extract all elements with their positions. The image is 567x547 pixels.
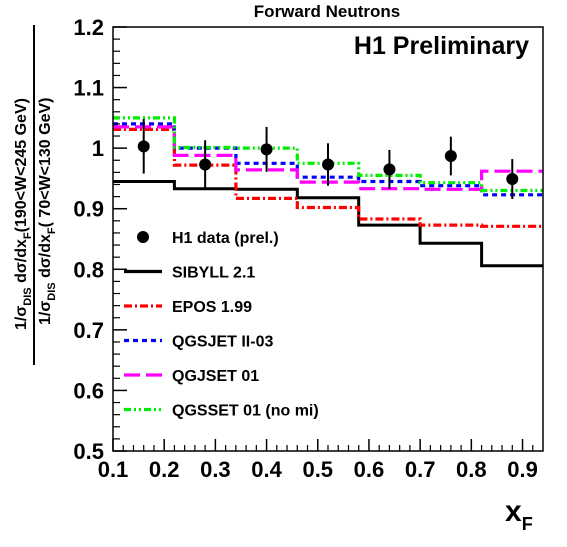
data-point <box>199 158 212 171</box>
y-axis-label: 1/σDIS dσ/dxF(190<W<245 GeV) 1/σDIS dσ/d… <box>13 25 58 365</box>
y-label-num-mid: dσ/dx <box>13 239 30 287</box>
y-tick-label: 0.9 <box>73 197 104 222</box>
legend-label-data: H1 data (prel.) <box>172 230 279 247</box>
svg-text:xF: xF <box>505 495 533 534</box>
x-tick-label: 0.7 <box>405 457 436 482</box>
x-tick-label: 0.9 <box>507 457 538 482</box>
y-tick-label: 0.5 <box>73 439 104 464</box>
data-point <box>444 150 457 163</box>
y-label-den-prefix: 1/σ <box>37 301 54 325</box>
data-point <box>322 158 334 171</box>
y-label-den-mid-sub: F <box>46 227 58 234</box>
data-point <box>383 163 396 176</box>
legend-label-3: QGJSET 01 <box>172 368 259 385</box>
data-point <box>260 143 273 156</box>
data-point <box>137 140 150 153</box>
plot-area <box>113 116 543 268</box>
x-axis-label-main: x <box>505 495 522 528</box>
y-label-den-mid: dσ/dx <box>37 234 54 282</box>
y-tick-label: 1.2 <box>73 15 104 40</box>
y-tick-label: 0.8 <box>73 257 104 282</box>
data-point <box>506 173 519 186</box>
chart-annotation: H1 Preliminary <box>354 32 529 60</box>
model-series-1 <box>113 127 543 228</box>
y-tick-label: 0.6 <box>73 378 104 403</box>
x-tick-label: 0.6 <box>354 457 385 482</box>
x-axis-label: xF <box>505 495 533 534</box>
y-label-num-mid-sub: F <box>22 232 34 239</box>
legend-label-2: QGSJET II-03 <box>172 334 273 351</box>
x-tick-label: 0.3 <box>200 457 231 482</box>
y-label-den-prefix-sub: DIS <box>46 282 58 300</box>
y-label-num-rest: (190<W<245 GeV) <box>13 98 30 232</box>
y-label-den-rest: ( 70<W<130 GeV) <box>37 98 54 228</box>
legend-label-1: EPOS 1.99 <box>172 299 252 316</box>
svg-text:1/σDIS dσ/dxF(190<W<245 GeV): 1/σDIS dσ/dxF(190<W<245 GeV) <box>13 98 34 330</box>
x-tick-label: 0.1 <box>98 457 129 482</box>
axes: 0.1 0.2 0.3 0.4 0.5 0.6 0.7 0.8 0.9 0.5 0.6 0.7 0.8 0… <box>73 15 544 482</box>
legend-marker-data <box>137 231 149 243</box>
x-axis-label-sub: F <box>522 514 533 534</box>
x-tick-label: 0.4 <box>251 457 282 482</box>
y-tick-label: 0.7 <box>73 318 104 343</box>
legend: H1 data (prel.) SIBYLL 2.1 EPOS 1.99 QGSJET… <box>124 230 319 420</box>
x-tick-label: 0.8 <box>456 457 487 482</box>
y-tick-label: 1 <box>92 136 104 161</box>
legend-label-0: SIBYLL 2.1 <box>172 265 255 282</box>
y-label-num-prefix: 1/σ <box>13 306 30 330</box>
x-tick-label: 0.5 <box>302 457 333 482</box>
x-tick-label: 0.2 <box>149 457 180 482</box>
model-series-0 <box>113 180 543 268</box>
chart-title: Forward Neutrons <box>254 2 400 21</box>
svg-text:1/σDIS dσ/dxF( 70<W<130 GeV): 1/σDIS dσ/dxF( 70<W<130 GeV) <box>37 98 58 326</box>
legend-label-4: QGSSET 01 (no mi) <box>172 403 319 420</box>
y-label-num-prefix-sub: DIS <box>22 287 34 305</box>
y-tick-label: 1.1 <box>73 76 104 101</box>
